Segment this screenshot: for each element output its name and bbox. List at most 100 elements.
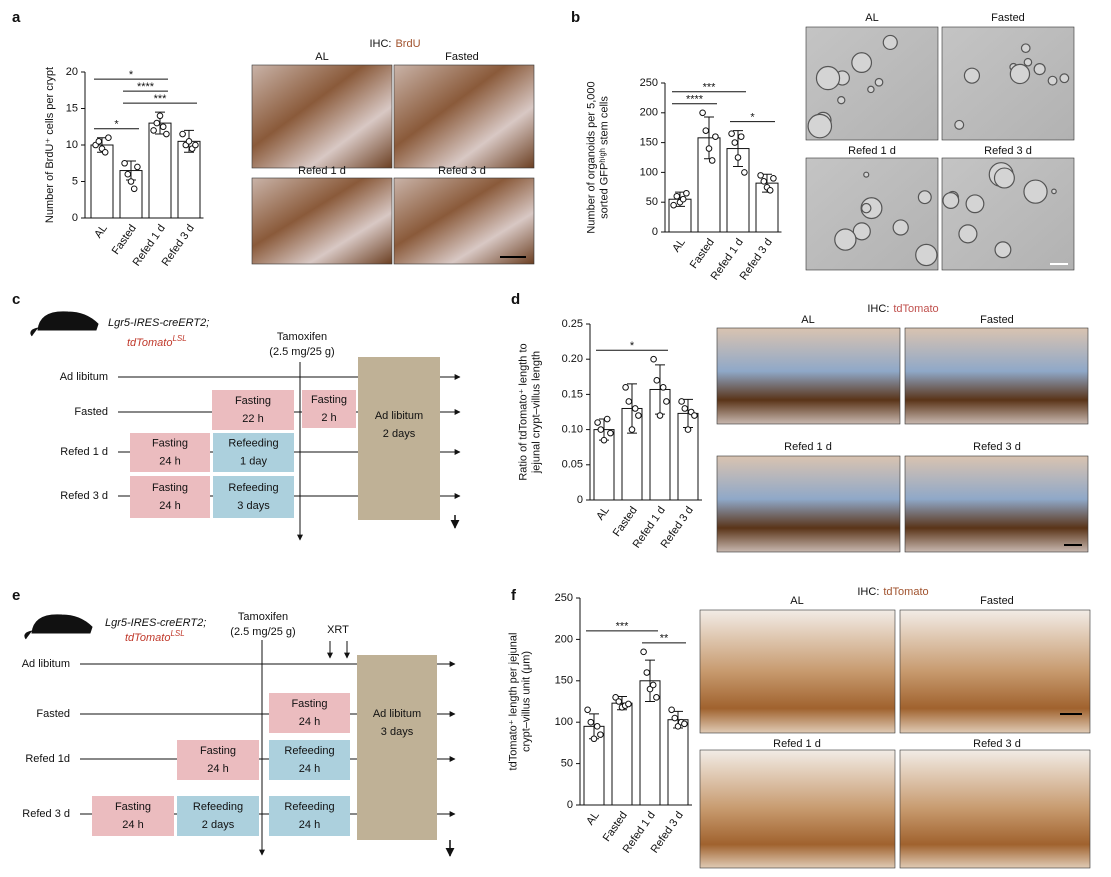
y-axis-label: crypt–villus unit (μm): [520, 651, 532, 752]
organoid: [958, 224, 978, 244]
row-label: Refed 1 d: [60, 446, 108, 458]
row-label: Fasted: [36, 708, 70, 720]
diet-box: [130, 433, 210, 472]
xrt-label: XRT: [327, 624, 349, 636]
organoid: [1059, 73, 1070, 84]
organoid: [1023, 57, 1033, 67]
diet-duration: 24 h: [299, 716, 320, 728]
diet-box: [213, 433, 294, 472]
micrograph-label: AL: [315, 51, 328, 63]
data-point: [766, 186, 774, 194]
data-point: [590, 735, 598, 743]
data-point: [705, 145, 713, 152]
diet-box: [177, 796, 259, 836]
micrograph-label: Fasted: [980, 595, 1014, 607]
diet-label: Refeeding: [284, 745, 334, 757]
row-label: Refed 3 d: [22, 808, 70, 820]
diet-duration: 24 h: [207, 763, 228, 775]
significance-label: ****: [137, 81, 155, 93]
significance-label: *: [114, 119, 119, 131]
panel-label: e: [12, 587, 20, 604]
y-tick-label: 5: [72, 175, 78, 187]
y-tick-label: 100: [640, 166, 658, 178]
diet-label: Fasting: [235, 395, 271, 407]
y-axis-label: Number of BrdU⁺ cells per crypt: [44, 67, 56, 223]
bar: [611, 702, 633, 806]
diet-duration: 2 h: [321, 412, 336, 424]
data-point: [668, 706, 675, 714]
x-tick-label: AL: [584, 810, 602, 828]
micrograph: [716, 327, 901, 425]
y-tick-label: 0.20: [562, 353, 583, 365]
diet-label: Ad libitum: [375, 410, 423, 422]
significance-label: ***: [616, 621, 630, 633]
data-point: [635, 412, 642, 419]
row-label: Fasted: [74, 406, 108, 418]
data-point: [649, 681, 657, 689]
micrograph-label: Refed 1 d: [784, 441, 832, 453]
micrograph-label: Fasted: [991, 12, 1025, 24]
micrograph-label: Refed 3 d: [973, 738, 1021, 750]
organoid: [851, 52, 873, 74]
micrograph: [899, 749, 1091, 869]
row-label: Refed 1d: [25, 753, 70, 765]
data-point: [760, 178, 768, 185]
data-point: [179, 130, 186, 138]
data-point: [625, 700, 632, 708]
diet-box: [269, 693, 350, 733]
data-point: [105, 134, 112, 141]
data-point: [631, 405, 639, 412]
organoid: [882, 34, 898, 51]
row-label: Ad libitum: [22, 658, 70, 670]
organoid: [867, 85, 875, 94]
diet-duration: 24 h: [159, 500, 180, 512]
data-point: [731, 139, 739, 146]
diet-label: Fasting: [152, 482, 188, 494]
micrograph-stain: tdTomato: [883, 586, 928, 598]
micrograph-label: Refed 3 d: [973, 441, 1021, 453]
micrograph-title: IHC: tdTomato: [857, 586, 928, 598]
diet-box: [130, 476, 210, 518]
data-point: [702, 127, 710, 134]
reporter-name: tdTomato: [125, 632, 170, 644]
micrograph-label: AL: [801, 314, 814, 326]
diet-label: Fasting: [311, 394, 347, 406]
data-point: [584, 706, 591, 714]
y-tick-label: 0: [652, 226, 658, 238]
y-axis-label: tdTomato⁺ length per jejunal: [507, 633, 519, 771]
diet-label: Refeeding: [228, 437, 278, 449]
micrograph-title: IHC: tdTomato: [867, 303, 938, 315]
organoid: [965, 194, 985, 214]
x-tick-label: Fasted: [601, 810, 630, 844]
y-tick-label: 100: [555, 716, 573, 728]
organoid: [993, 167, 1015, 189]
strain-reporter: tdTomatoLSL: [125, 629, 185, 644]
data-point: [101, 149, 109, 156]
diet-box: [269, 740, 350, 780]
strain-reporter: tdTomatoLSL: [127, 334, 187, 349]
y-tick-label: 250: [555, 592, 573, 604]
organoid: [892, 219, 909, 236]
data-point: [699, 109, 706, 117]
organoid: [1033, 63, 1046, 76]
micrograph: [393, 64, 535, 169]
significance-label: ***: [154, 93, 168, 105]
micrograph-label: Refed 1 d: [773, 738, 821, 750]
data-point: [615, 698, 623, 705]
treatment-dose: (2.5 mg/25 g): [269, 346, 334, 358]
data-point: [737, 133, 745, 140]
x-tick-label: AL: [594, 505, 612, 523]
micrograph-title-prefix: IHC:: [369, 38, 391, 50]
micrograph-title-prefix: IHC:: [867, 303, 889, 315]
organoid: [852, 222, 871, 241]
data-point: [607, 429, 614, 437]
organoid: [915, 243, 938, 267]
mouse-icon: [30, 311, 99, 337]
data-point: [603, 415, 611, 423]
data-point: [671, 714, 679, 722]
micrograph: [251, 64, 393, 169]
micrograph-label: Refed 3 d: [984, 145, 1032, 157]
data-point: [678, 398, 685, 405]
diet-box: [358, 357, 440, 520]
data-point: [681, 720, 688, 728]
